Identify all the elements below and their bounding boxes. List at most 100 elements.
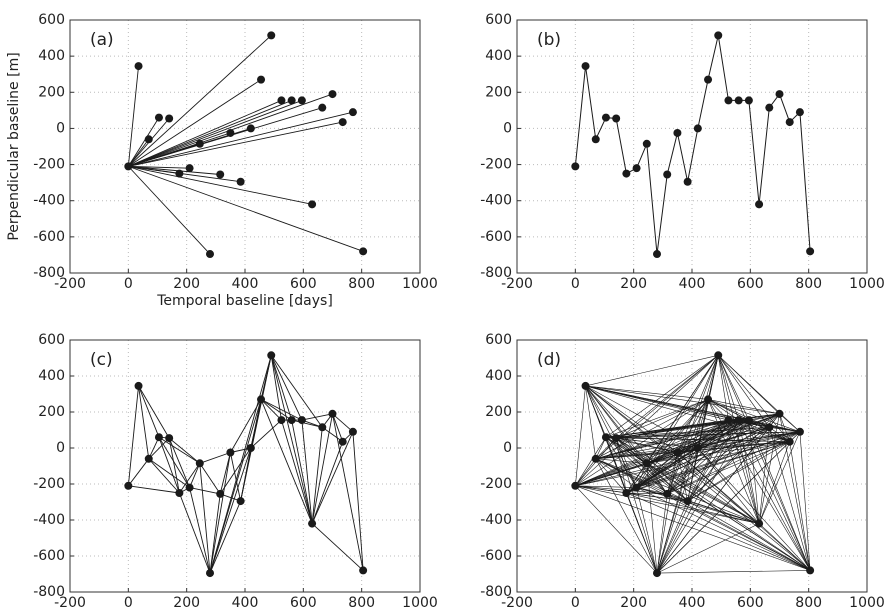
panel: -200 0 200 400 600 800 1000 -800 -600 -400 -200 0 20… <box>33 332 438 611</box>
connection <box>301 413 333 421</box>
connection <box>769 427 811 571</box>
connection <box>128 165 221 175</box>
point <box>642 139 651 148</box>
connection <box>626 431 801 494</box>
point <box>267 31 276 40</box>
point <box>195 139 204 148</box>
point <box>653 250 661 259</box>
y-tick-label: 400 <box>485 368 512 384</box>
point <box>744 416 753 425</box>
connection <box>758 431 801 524</box>
point <box>348 427 357 436</box>
x-tick-label: 1000 <box>402 276 438 292</box>
point <box>693 444 702 452</box>
connection <box>677 399 709 453</box>
y-tick-label: 0 <box>503 120 512 136</box>
connection <box>748 413 780 421</box>
connection <box>168 437 201 464</box>
point <box>144 454 153 463</box>
connection <box>656 570 811 574</box>
x-tick-label: -200 <box>54 276 86 292</box>
connection <box>758 427 770 524</box>
point <box>693 124 702 133</box>
connection <box>575 385 586 486</box>
connection <box>656 355 719 574</box>
connection <box>281 419 313 524</box>
connection <box>605 436 668 495</box>
point <box>257 75 266 84</box>
y-tick-label: 400 <box>38 48 65 64</box>
point <box>287 96 296 105</box>
point <box>673 448 682 457</box>
panel: -200 0 200 400 600 800 1000 -800 -600 -400 -200 0 20… <box>480 12 885 292</box>
point <box>206 569 214 578</box>
y-tick-label: -400 <box>480 193 512 209</box>
connection <box>575 399 709 487</box>
point <box>124 162 133 171</box>
connection <box>127 66 139 167</box>
x-tick-label: 400 <box>232 595 259 611</box>
connection <box>666 399 709 495</box>
connection <box>769 427 790 442</box>
point <box>287 416 296 425</box>
connection <box>646 463 760 524</box>
point <box>195 459 204 468</box>
point <box>206 250 214 259</box>
y-tick-label: -800 <box>33 584 65 600</box>
connection <box>311 427 323 524</box>
y-tick-label: 400 <box>485 48 512 64</box>
connection <box>677 419 749 453</box>
connection <box>707 399 760 524</box>
x-tick-label: 600 <box>290 276 317 292</box>
connection <box>697 431 800 449</box>
y-tick-label: 0 <box>56 120 65 136</box>
connection <box>158 436 201 464</box>
connection <box>229 452 242 502</box>
x-tick-label: 400 <box>679 595 706 611</box>
connection <box>595 458 658 574</box>
connection <box>138 385 160 438</box>
connection <box>575 437 607 486</box>
y-tick-label: -600 <box>33 548 65 564</box>
connection <box>697 447 811 571</box>
connection <box>656 419 739 574</box>
connection <box>707 399 739 421</box>
y-tick-label: -200 <box>480 157 512 173</box>
point <box>622 169 631 178</box>
point <box>663 489 672 498</box>
point <box>134 62 143 71</box>
connection <box>178 492 211 574</box>
point <box>734 96 743 105</box>
connection <box>270 355 323 428</box>
x-tick-label: 200 <box>173 595 200 611</box>
x-tick-label: 800 <box>348 595 375 611</box>
point <box>653 569 661 578</box>
point <box>806 247 815 256</box>
connection <box>127 117 160 167</box>
connection <box>656 431 801 574</box>
connection <box>270 355 293 421</box>
point <box>612 114 621 123</box>
connection <box>738 420 760 524</box>
connection <box>575 355 719 487</box>
plot-frame <box>516 19 868 274</box>
connection <box>687 500 811 571</box>
connection <box>677 355 719 453</box>
connection <box>728 420 760 524</box>
point <box>165 114 174 123</box>
connection <box>656 500 688 574</box>
connection <box>128 166 211 255</box>
point <box>755 200 764 209</box>
point <box>673 128 682 137</box>
panel-label: (d) <box>537 350 561 370</box>
connection <box>128 165 364 252</box>
connection <box>138 385 150 459</box>
connection <box>697 419 739 449</box>
point <box>765 103 774 112</box>
x-tick-label: 600 <box>290 595 317 611</box>
connection <box>758 441 790 524</box>
connection <box>575 485 658 574</box>
connection <box>626 399 709 494</box>
x-tick-label: 200 <box>620 595 647 611</box>
connection <box>260 398 303 421</box>
